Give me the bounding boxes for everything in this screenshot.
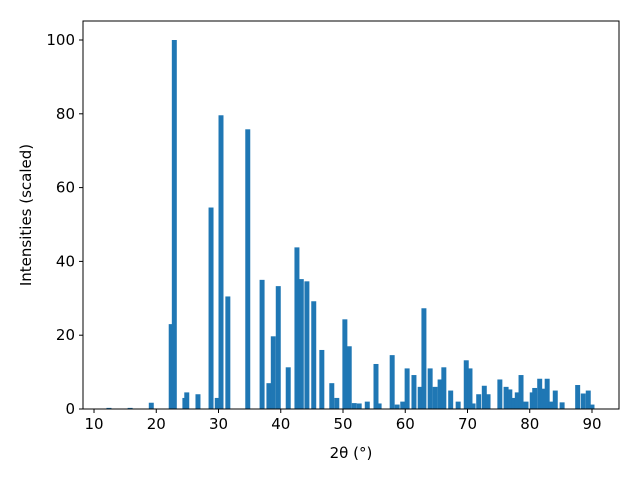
bar <box>552 390 558 409</box>
bar <box>523 401 529 409</box>
bar <box>497 379 503 409</box>
bar <box>214 397 220 409</box>
bar <box>404 368 410 409</box>
bar <box>548 401 554 409</box>
bar <box>559 402 565 409</box>
bar <box>319 349 325 409</box>
bar <box>448 390 454 409</box>
bar <box>481 385 487 409</box>
bar <box>432 386 438 409</box>
bar <box>304 281 310 409</box>
bar <box>351 403 357 409</box>
x-tick-label: 10 <box>84 415 103 433</box>
x-tick-label: 40 <box>271 415 290 433</box>
bar <box>485 394 491 409</box>
bar <box>127 407 133 409</box>
bar <box>294 247 300 409</box>
bar <box>463 360 469 409</box>
bar <box>575 385 581 409</box>
bar <box>329 383 335 409</box>
y-tick-label: 80 <box>56 105 75 123</box>
bar <box>218 115 224 409</box>
x-tick-label: 60 <box>396 415 415 433</box>
y-axis-label: Intensities (scaled) <box>17 144 35 286</box>
plot-frame <box>82 20 620 410</box>
bar <box>364 401 370 409</box>
bar <box>259 279 265 409</box>
bar <box>148 402 154 409</box>
bar <box>467 368 473 409</box>
bar <box>503 386 509 409</box>
x-axis-label: 2θ (°) <box>330 444 373 462</box>
bar <box>285 367 291 409</box>
x-tick-label: 80 <box>520 415 539 433</box>
bar <box>342 319 348 409</box>
y-tick-label: 40 <box>56 252 75 270</box>
bar <box>514 392 520 409</box>
bar <box>437 379 443 409</box>
bar <box>195 394 201 409</box>
x-tick-label: 90 <box>582 415 601 433</box>
x-tick-label: 50 <box>333 415 352 433</box>
bar <box>225 296 231 409</box>
bar <box>334 397 340 409</box>
bar <box>245 129 251 409</box>
bar <box>270 336 276 409</box>
bar <box>400 401 406 409</box>
bar <box>532 387 538 409</box>
bar <box>208 207 214 409</box>
bar <box>537 378 543 409</box>
bar <box>455 401 461 409</box>
bar <box>511 397 517 409</box>
bar <box>298 279 304 409</box>
x-tick-label: 70 <box>458 415 477 433</box>
y-tick-label: 60 <box>56 179 75 197</box>
bar <box>441 367 447 409</box>
bar <box>540 388 546 409</box>
bar <box>476 394 482 409</box>
bar <box>106 407 112 409</box>
bar <box>168 324 174 409</box>
x-tick-label: 30 <box>209 415 228 433</box>
bar <box>507 389 513 409</box>
bar <box>544 378 550 409</box>
y-tick-label: 20 <box>56 326 75 344</box>
bar <box>266 383 272 409</box>
bar <box>394 404 400 409</box>
x-tick-label: 20 <box>147 415 166 433</box>
bar <box>585 390 591 409</box>
bar <box>580 393 586 409</box>
bar <box>417 386 423 409</box>
bar <box>184 392 190 409</box>
bar <box>171 40 177 410</box>
bar <box>421 308 427 409</box>
bar <box>311 301 317 409</box>
bar <box>411 375 417 409</box>
bar <box>389 355 395 409</box>
bar <box>589 404 595 409</box>
y-tick-label: 0 <box>65 400 75 418</box>
bar <box>470 403 476 409</box>
bar <box>373 363 379 409</box>
y-tick-label: 100 <box>46 31 75 49</box>
bar <box>376 403 382 409</box>
bar <box>346 346 352 409</box>
bar <box>427 368 433 409</box>
bar <box>275 286 281 409</box>
bar <box>356 403 362 409</box>
bar <box>518 375 524 409</box>
